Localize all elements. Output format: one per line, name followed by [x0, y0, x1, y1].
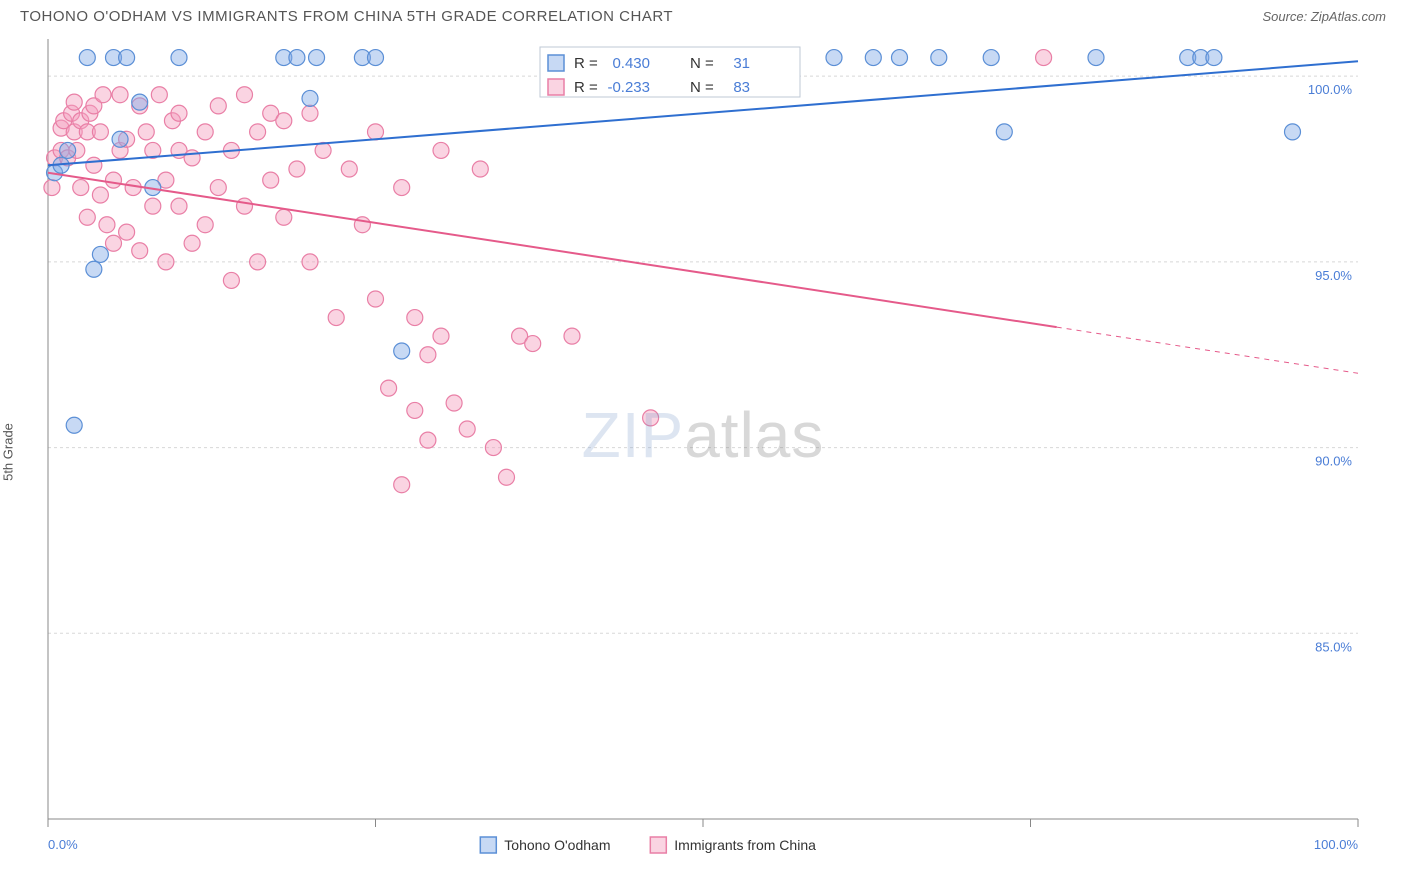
svg-text:90.0%: 90.0%: [1315, 454, 1352, 469]
svg-text:0.430: 0.430: [612, 55, 650, 72]
svg-text:85.0%: 85.0%: [1315, 639, 1352, 654]
svg-text:R =: R =: [574, 55, 598, 72]
chart-source: Source: ZipAtlas.com: [1262, 9, 1386, 24]
svg-text:100.0%: 100.0%: [1308, 82, 1353, 97]
svg-text:R =: R =: [574, 79, 598, 96]
chart-title: TOHONO O'ODHAM VS IMMIGRANTS FROM CHINA …: [20, 8, 673, 25]
svg-text:95.0%: 95.0%: [1315, 268, 1352, 283]
svg-text:-0.233: -0.233: [607, 79, 650, 96]
chart-area: 5th Grade ZIPatlas 85.0%90.0%95.0%100.0%…: [0, 29, 1406, 874]
svg-text:100.0%: 100.0%: [1314, 837, 1359, 852]
svg-text:0.0%: 0.0%: [48, 837, 78, 852]
chart-header: TOHONO O'ODHAM VS IMMIGRANTS FROM CHINA …: [0, 0, 1406, 29]
scatter-chart: 85.0% 90.0% 95.0% 100.0% 0.0% 100.0% R = 0.430 N…: [0, 29, 1406, 874]
svg-text:N =: N =: [690, 79, 714, 96]
svg-text:Tohono O'odham: Tohono O'odham: [504, 837, 610, 853]
svg-text:31: 31: [733, 55, 750, 72]
svg-text:Immigrants from China: Immigrants from China: [674, 837, 816, 853]
svg-text:N =: N =: [690, 55, 714, 72]
y-axis-label: 5th Grade: [1, 423, 16, 481]
svg-text:83: 83: [733, 79, 750, 96]
